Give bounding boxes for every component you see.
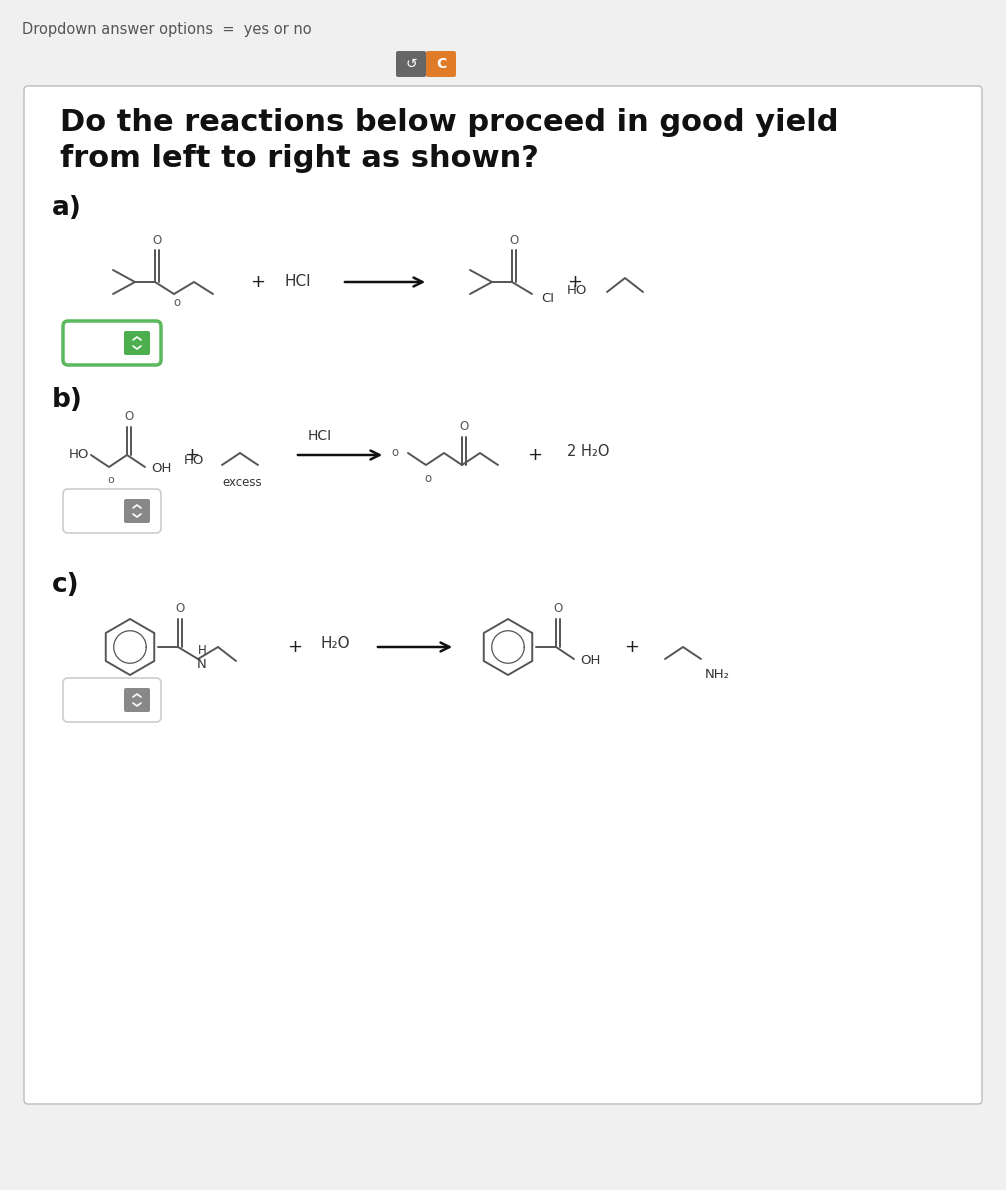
FancyBboxPatch shape — [24, 86, 982, 1104]
FancyBboxPatch shape — [124, 688, 150, 712]
Text: o: o — [425, 471, 432, 484]
Text: C: C — [436, 57, 446, 71]
FancyBboxPatch shape — [124, 331, 150, 355]
FancyBboxPatch shape — [426, 51, 456, 77]
Text: O: O — [553, 602, 562, 615]
Text: O: O — [509, 233, 519, 246]
Text: HO: HO — [68, 449, 89, 462]
Text: HO: HO — [566, 283, 586, 296]
FancyBboxPatch shape — [63, 489, 161, 533]
Text: H: H — [197, 645, 206, 658]
Text: NH₂: NH₂ — [704, 669, 729, 682]
Text: HCI: HCI — [308, 430, 332, 443]
Text: ↺: ↺ — [405, 57, 416, 71]
Text: 2 H₂O: 2 H₂O — [566, 445, 610, 459]
Text: CI: CI — [541, 292, 554, 305]
Text: +: + — [250, 273, 266, 292]
Text: OH: OH — [151, 463, 171, 476]
Text: Dropdown answer options  =  yes or no: Dropdown answer options = yes or no — [22, 21, 312, 37]
FancyBboxPatch shape — [63, 678, 161, 722]
Text: O: O — [175, 602, 185, 615]
Text: +: + — [184, 446, 199, 464]
Text: N: N — [197, 658, 207, 671]
Text: HO: HO — [184, 453, 204, 466]
Text: c): c) — [52, 572, 79, 599]
FancyBboxPatch shape — [63, 321, 161, 365]
Text: o: o — [391, 446, 398, 459]
FancyBboxPatch shape — [396, 51, 426, 77]
Text: +: + — [527, 446, 542, 464]
Text: a): a) — [52, 195, 81, 221]
Text: H₂O: H₂O — [320, 637, 350, 651]
Text: o: o — [108, 475, 115, 486]
Text: O: O — [460, 420, 469, 433]
Text: +: + — [288, 638, 303, 656]
Text: Do the reactions below proceed in good yield: Do the reactions below proceed in good y… — [60, 108, 838, 137]
Text: O: O — [125, 411, 134, 424]
Text: OH: OH — [579, 654, 601, 668]
Text: b): b) — [52, 387, 82, 413]
Text: excess: excess — [222, 476, 262, 489]
FancyBboxPatch shape — [124, 499, 150, 522]
Text: +: + — [625, 638, 640, 656]
Text: +: + — [567, 273, 582, 292]
Text: o: o — [173, 296, 180, 309]
Text: from left to right as shown?: from left to right as shown? — [60, 144, 539, 173]
Text: HCI: HCI — [285, 275, 311, 289]
Text: O: O — [152, 233, 162, 246]
